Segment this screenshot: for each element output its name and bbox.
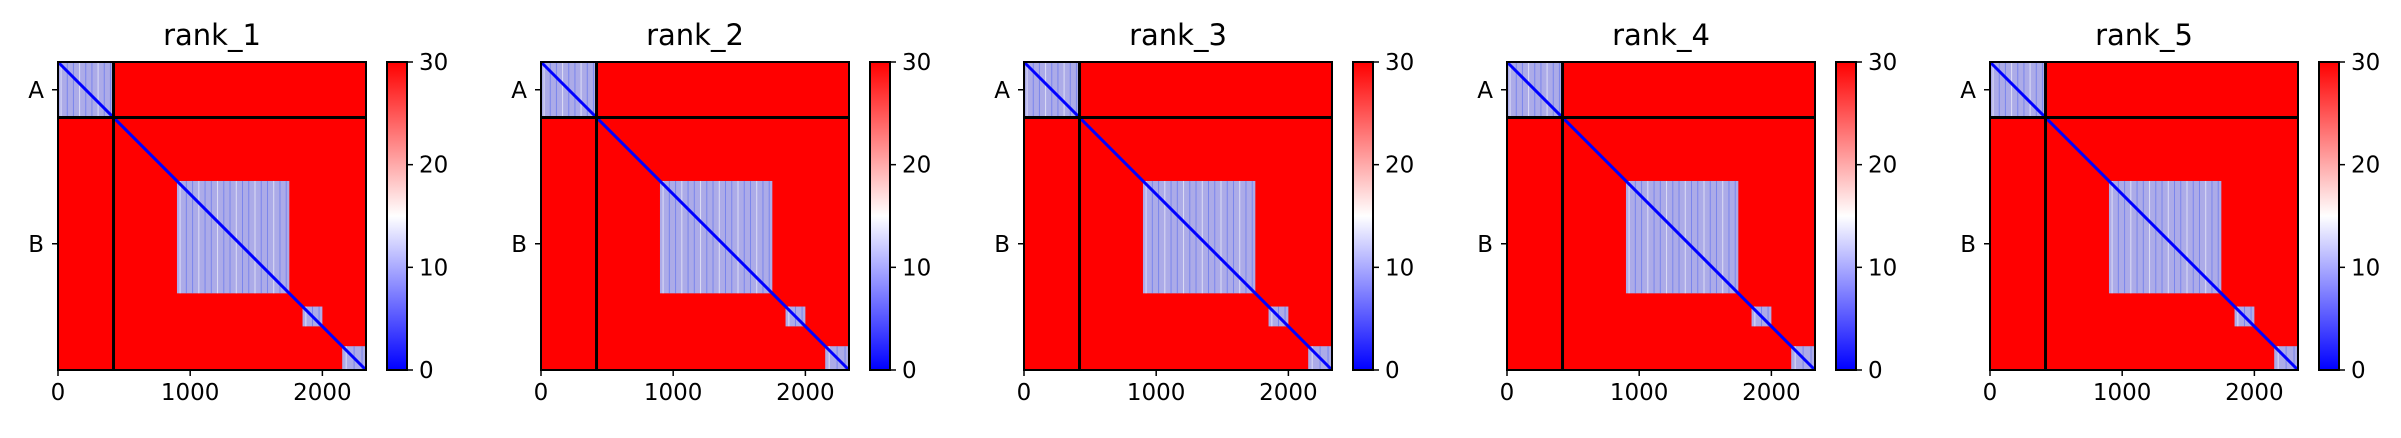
x-tick-label: 1000 (1610, 380, 1669, 406)
x-tick-label: 0 (1983, 380, 1998, 406)
colorbar-tick-label: 10 (1868, 255, 1897, 281)
y-tick-label: B (511, 232, 527, 258)
colorbar (2319, 62, 2339, 370)
colorbar-tick-label: 0 (1385, 358, 1400, 384)
colorbar-frame (386, 61, 408, 371)
colorbar-frame (2318, 61, 2340, 371)
colorbar-tick-label: 20 (1868, 153, 1897, 179)
chart-title: rank_4 (1612, 18, 1710, 52)
x-tick-label: 2000 (2225, 380, 2284, 406)
x-tick-label: 1000 (161, 380, 220, 406)
x-tick-label: 0 (1017, 380, 1032, 406)
colorbar-tick-label: 30 (1868, 50, 1897, 76)
y-tick-label: A (28, 78, 44, 104)
colorbar-tick-label: 30 (1385, 50, 1414, 76)
diagonal-line (56, 60, 368, 372)
colorbar (1353, 62, 1373, 370)
colorbar-tick-label: 30 (2351, 50, 2380, 76)
colorbar-tick-label: 0 (2351, 358, 2366, 384)
colorbar (387, 62, 407, 370)
y-tick-label: B (1960, 232, 1976, 258)
colorbar-tick-label: 10 (2351, 255, 2380, 281)
x-tick-label: 0 (534, 380, 549, 406)
colorbar-tick-label: 10 (902, 255, 931, 281)
panel-rank_5: rank_5 0 1000 2000 A B 0 10 20 30 (1960, 18, 2380, 406)
heatmap-frame (57, 61, 367, 371)
colorbar-frame (1835, 61, 1857, 371)
colorbar-frame (1352, 61, 1374, 371)
colorbar-tick-label: 20 (2351, 153, 2380, 179)
x-tick-label: 2000 (1259, 380, 1318, 406)
x-tick-label: 2000 (293, 380, 352, 406)
y-tick-label: B (994, 232, 1010, 258)
diagonal-line (1988, 60, 2300, 372)
x-tick-label: 1000 (644, 380, 703, 406)
colorbar (1836, 62, 1856, 370)
colorbar-tick-label: 20 (1385, 153, 1414, 179)
diagonal-line (1505, 60, 1817, 372)
chart-title: rank_2 (646, 18, 744, 52)
y-tick-label: A (994, 78, 1010, 104)
diagonal-line (1022, 60, 1334, 372)
colorbar (870, 62, 890, 370)
chart-title: rank_3 (1129, 18, 1227, 52)
colorbar-tick-label: 20 (902, 153, 931, 179)
colorbar-tick-label: 0 (419, 358, 434, 384)
colorbar-tick-label: 0 (902, 358, 917, 384)
x-tick-label: 1000 (1127, 380, 1186, 406)
chart-title: rank_5 (2095, 18, 2193, 52)
colorbar-tick-label: 0 (1868, 358, 1883, 384)
colorbar-tick-label: 30 (902, 50, 931, 76)
y-tick-label: A (1960, 78, 1976, 104)
y-tick-label: A (1477, 78, 1493, 104)
colorbar-tick-label: 30 (419, 50, 448, 76)
diagonal-line (539, 60, 851, 372)
panel-rank_2: rank_2 0 1000 2000 A B 0 10 20 30 (511, 18, 931, 406)
heatmap-frame (1023, 61, 1333, 371)
x-tick-label: 0 (51, 380, 66, 406)
heatmap-frame (1506, 61, 1816, 371)
panel-rank_3: rank_3 0 1000 2000 A B 0 10 20 30 (994, 18, 1414, 406)
x-tick-label: 0 (1500, 380, 1515, 406)
colorbar-tick-label: 10 (419, 255, 448, 281)
colorbar-tick-label: 20 (419, 153, 448, 179)
y-tick-label: B (1477, 232, 1493, 258)
heatmap-frame (540, 61, 850, 371)
colorbar-tick-label: 10 (1385, 255, 1414, 281)
panel-rank_1: rank_1 0 1000 2000 A B 0 10 20 30 (28, 18, 448, 406)
x-tick-label: 2000 (1742, 380, 1801, 406)
heatmap-frame (1989, 61, 2299, 371)
y-tick-label: B (28, 232, 44, 258)
chart-title: rank_1 (163, 18, 261, 52)
colorbar-frame (869, 61, 891, 371)
panel-rank_4: rank_4 0 1000 2000 A B 0 10 20 30 (1477, 18, 1897, 406)
x-tick-label: 2000 (776, 380, 835, 406)
y-tick-label: A (511, 78, 527, 104)
x-tick-label: 1000 (2093, 380, 2152, 406)
